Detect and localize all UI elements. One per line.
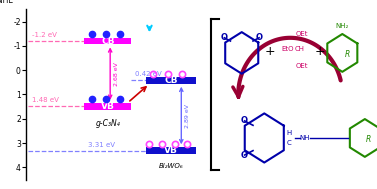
Text: O: O (241, 151, 248, 160)
Text: Bi₂WO₆: Bi₂WO₆ (159, 163, 184, 169)
Text: 2.89 eV: 2.89 eV (185, 104, 190, 128)
Text: +: + (314, 45, 325, 57)
Text: R: R (345, 50, 350, 59)
Text: +: + (264, 45, 275, 57)
Text: 0.42 eV: 0.42 eV (135, 71, 162, 77)
Text: 1.48 eV: 1.48 eV (32, 97, 59, 103)
Text: OEt: OEt (295, 31, 308, 37)
Text: 3.31 eV: 3.31 eV (88, 142, 115, 148)
Text: O: O (221, 33, 228, 42)
Text: H: H (287, 130, 292, 136)
Text: VB: VB (101, 102, 115, 111)
Text: R: R (366, 135, 371, 144)
Text: CB: CB (164, 76, 178, 85)
Bar (146, 77, 196, 84)
Text: C: C (287, 140, 292, 146)
Bar (146, 147, 196, 154)
Bar (84, 38, 131, 44)
Text: O: O (256, 33, 262, 42)
Text: 2.68 eV: 2.68 eV (114, 62, 119, 86)
Text: CH: CH (295, 46, 305, 52)
Text: O: O (241, 115, 248, 125)
Text: VB: VB (164, 146, 178, 155)
Text: EtO: EtO (282, 46, 294, 52)
Text: g-C₃N₄: g-C₃N₄ (95, 119, 120, 128)
Text: NH: NH (300, 135, 310, 141)
Text: OEt: OEt (295, 63, 308, 69)
Text: -1.2 eV: -1.2 eV (32, 32, 57, 38)
Text: CB: CB (101, 36, 115, 46)
Text: NH₂: NH₂ (336, 23, 349, 29)
Text: V vs. NHE: V vs. NHE (0, 0, 13, 5)
Bar (84, 103, 131, 110)
